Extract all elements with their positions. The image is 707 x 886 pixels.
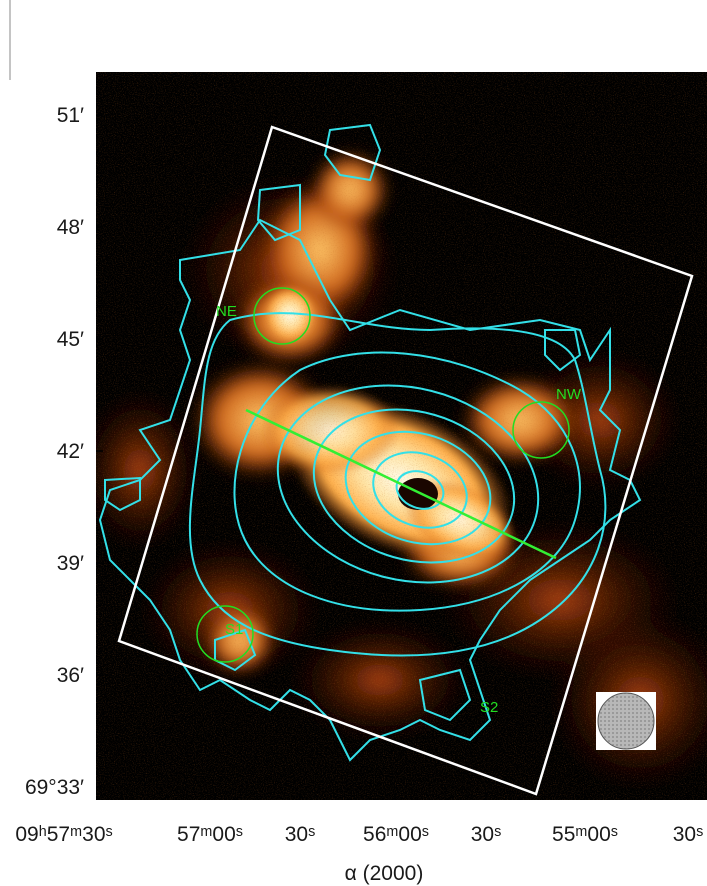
y-tick-label: 51′ bbox=[57, 104, 84, 127]
region-circle-nw bbox=[512, 401, 570, 459]
x-tick-label: 56ᵐ00ˢ bbox=[363, 823, 429, 846]
contour-s2-blob bbox=[418, 668, 472, 722]
contours bbox=[98, 123, 642, 762]
y-tick-label: 45′ bbox=[57, 328, 84, 351]
contour-west-blob bbox=[104, 476, 141, 512]
x-tick-label: 09ʰ57ᵐ30ˢ bbox=[15, 823, 112, 846]
contour-s1-ring bbox=[214, 628, 257, 672]
slit-line bbox=[245, 408, 557, 560]
y-tick-label: 39′ bbox=[57, 552, 84, 575]
x-axis-ticks bbox=[121, 793, 689, 800]
region-label-nw: NW bbox=[556, 386, 582, 403]
x-tick-label: 30ˢ bbox=[285, 823, 316, 846]
x-tick-label: 30ˢ bbox=[673, 823, 704, 846]
y-axis-tick-labels: 51′ 48′ 45′ 42′ 39′ 36′ 69°33′ bbox=[25, 104, 84, 799]
y-tick-label: 36′ bbox=[57, 664, 84, 687]
contour-level-5 bbox=[276, 384, 540, 584]
x-tick-label: 30ˢ bbox=[471, 823, 502, 846]
y-axis-ticks bbox=[96, 114, 103, 788]
contour-nw-knot bbox=[544, 329, 582, 372]
x-tick-label: 55ᵐ00ˢ bbox=[552, 823, 618, 846]
region-circle-s1 bbox=[196, 605, 254, 663]
x-axis-title: α (2000) bbox=[345, 862, 424, 885]
x-tick-label: 57ᵐ00ˢ bbox=[177, 823, 243, 846]
contour-outer bbox=[98, 218, 642, 762]
region-label-s2: S2 bbox=[480, 699, 498, 716]
field-of-view-box bbox=[117, 125, 694, 796]
image-panel: NE NW S1 S2 bbox=[96, 72, 707, 800]
noise-speckle bbox=[96, 72, 707, 800]
contour-north-knot bbox=[323, 123, 382, 182]
region-circle-ne bbox=[253, 287, 311, 345]
region-label-s1: S1 bbox=[225, 621, 243, 638]
region-markers bbox=[196, 287, 570, 663]
contour-level-2 bbox=[372, 451, 468, 529]
y-tick-label: 48′ bbox=[57, 216, 84, 239]
region-label-ne: NE bbox=[216, 303, 237, 320]
contour-level-6 bbox=[233, 351, 581, 612]
dark-core bbox=[398, 478, 438, 510]
contour-level-4 bbox=[312, 408, 516, 564]
contour-level-3 bbox=[344, 430, 492, 546]
beam-ellipse-icon bbox=[596, 692, 656, 750]
y-tick-label: 42′ bbox=[57, 440, 84, 463]
x-axis-tick-labels: 09ʰ57ᵐ30ˢ 57ᵐ00ˢ 30ˢ 56ᵐ00ˢ 30ˢ 55ᵐ00ˢ 3… bbox=[15, 823, 703, 846]
contour-north-blob bbox=[256, 183, 301, 242]
y-tick-label: 69°33′ bbox=[25, 776, 84, 799]
